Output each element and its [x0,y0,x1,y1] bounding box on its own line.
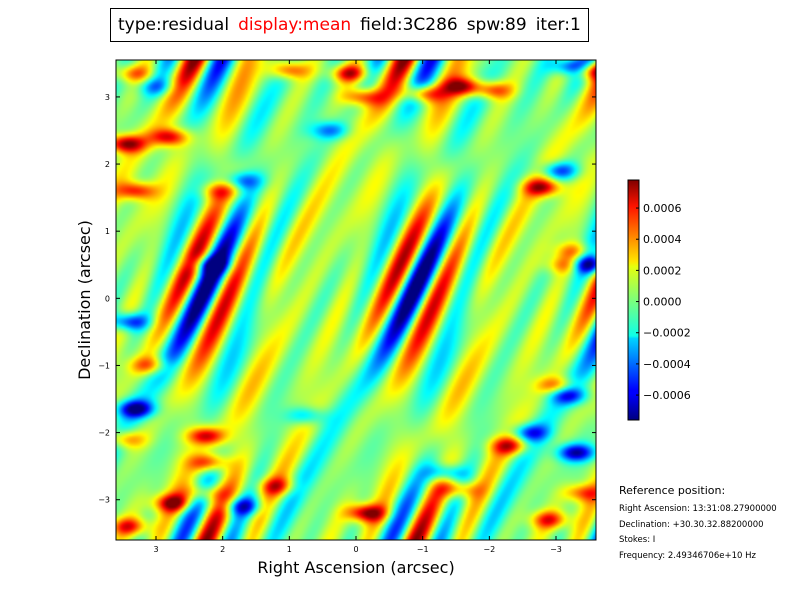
x-tick-label: −2 [483,545,495,554]
colorbar-tick-label: 0.0002 [643,264,682,277]
x-axis-label: Right Ascension (arcsec) [257,558,454,577]
y-tick-label: −2 [98,429,110,438]
reference-title: Reference position: [619,484,726,497]
y-axis-ticks: 3 2 1 0 −1 −2 −3 [98,93,596,505]
reference-dec: Declination: +30.30.32.88200000 [619,519,764,530]
x-tick-label: 1 [287,545,292,554]
colorbar-tick-label: −0.0006 [643,389,691,402]
x-axis-ticks: 3 2 1 0 −1 −2 −3 [153,60,562,554]
reference-ra: Right Ascension: 13:31:08.27900000 [619,504,777,514]
y-tick-label: −3 [98,496,110,505]
y-tick-label: 2 [105,160,110,169]
title-type: type:residual [118,15,230,35]
title-iter: iter:1 [535,15,581,35]
y-axis-label: Declination (arcsec) [75,220,94,380]
colorbar-tick-label: −0.0002 [643,327,691,340]
colorbar-tick-label: 0.0000 [643,296,682,309]
title-field: field:3C286 [360,15,458,35]
x-tick-label: −1 [417,545,429,554]
colorbar-tick-label: 0.0004 [643,233,682,246]
x-tick-label: −3 [550,545,562,554]
y-tick-label: 1 [105,227,110,236]
x-tick-label: 0 [353,545,358,554]
reference-position-block: Reference position: Right Ascension: 13:… [619,484,777,564]
title-display: display:mean [238,15,352,35]
colorbar [627,179,640,421]
colorbar-ticks: 0.0006 0.0004 0.0002 0.0000 −0.0002 −0.0004 −0… [636,202,691,402]
x-tick-label: 3 [153,545,158,554]
y-tick-label: 0 [105,294,110,303]
reference-frequency: Frequency: 2.49346706e+10 Hz [619,550,756,561]
title-spw: spw:89 [466,15,527,35]
y-tick-label: 3 [105,93,110,102]
residual-heatmap [116,60,596,540]
x-tick-label: 2 [220,545,225,554]
y-tick-label: −1 [98,361,110,370]
colorbar-tick-label: 0.0006 [643,202,682,215]
colorbar-tick-label: −0.0004 [643,358,691,371]
plot-title-box: type:residual display:mean field:3C286 s… [110,8,589,42]
reference-stokes: Stokes: I [619,535,656,545]
